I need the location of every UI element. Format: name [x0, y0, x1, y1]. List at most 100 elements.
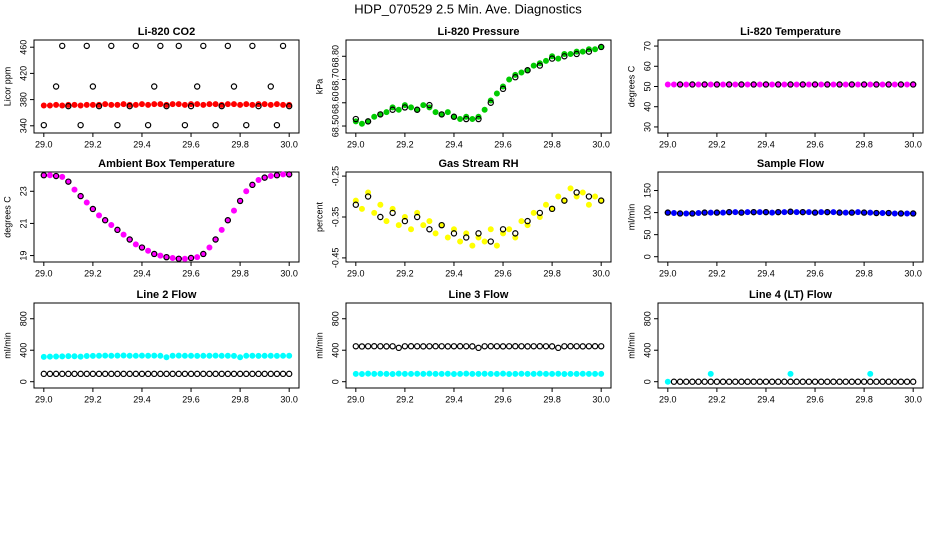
y-axis-label: kPa [314, 79, 324, 95]
point-dot [249, 101, 256, 108]
x-tick-label: 29.8 [231, 139, 249, 149]
point-dot [518, 218, 525, 225]
point-ring [689, 378, 696, 385]
point-dot [879, 210, 886, 217]
point-ring [591, 343, 599, 350]
point-dot [89, 101, 96, 108]
point-ring [689, 210, 696, 217]
point-ring [89, 370, 97, 378]
point-ring [548, 205, 556, 213]
point-ring [40, 370, 48, 378]
x-tick-label: 29.2 [708, 268, 726, 278]
point-ring [101, 217, 109, 224]
point-ring [707, 378, 714, 385]
point-ring [725, 378, 733, 385]
point-dot [169, 254, 176, 261]
y-tick-label: 68.70 [330, 68, 340, 91]
point-dot [401, 370, 408, 377]
point-dot [408, 226, 415, 233]
point-ring [676, 81, 684, 88]
point-dot [212, 352, 219, 359]
x-tick-label: 29.6 [182, 394, 200, 404]
y-tick-label: 150 [642, 183, 652, 198]
point-ring [885, 378, 892, 385]
point-dot [371, 370, 378, 377]
point-dot [555, 370, 562, 377]
point-ring [848, 378, 856, 385]
point-ring [903, 378, 911, 385]
point-ring [175, 255, 182, 262]
point-dot [40, 102, 47, 109]
point-ring [77, 370, 84, 378]
point-ring [860, 81, 868, 88]
point-dot [805, 81, 812, 88]
plot-frame [657, 302, 924, 389]
point-ring [438, 111, 445, 118]
point-dot [555, 193, 562, 200]
point-dot [46, 172, 53, 179]
panel-title: Li-820 Pressure [438, 26, 520, 38]
point-dot [255, 101, 262, 108]
point-dot [181, 255, 188, 262]
point-ring [132, 370, 140, 378]
point-ring [561, 53, 568, 60]
point-ring [267, 83, 274, 90]
point-ring [224, 370, 232, 378]
point-ring [52, 172, 60, 180]
panel-title: Li-820 CO2 [138, 26, 195, 38]
point-ring [885, 81, 892, 88]
point-ring [285, 102, 293, 110]
point-dot [530, 209, 537, 216]
point-dot [237, 354, 244, 361]
point-dot [102, 101, 109, 108]
point-dot [273, 352, 280, 359]
point-dot [395, 222, 402, 229]
point-ring [738, 378, 745, 385]
point-dot [408, 370, 415, 377]
point-dot [157, 252, 164, 259]
y-tick-label: 420 [18, 66, 28, 81]
point-ring [848, 209, 856, 216]
point-dot [206, 352, 213, 359]
point-dot [163, 354, 170, 361]
point-dot [867, 209, 874, 216]
x-tick-label: 29.8 [855, 268, 873, 278]
point-ring [126, 370, 133, 378]
x-tick-label: 29.8 [543, 268, 561, 278]
point-ring [371, 343, 378, 350]
point-dot [71, 353, 78, 360]
y-tick-label: -0.45 [330, 248, 340, 269]
point-ring [83, 370, 90, 378]
point-dot [744, 209, 751, 216]
x-tick-label: 29.4 [757, 394, 775, 404]
point-dot [377, 201, 384, 208]
point-dot [561, 370, 568, 377]
point-ring [597, 43, 605, 51]
point-ring [426, 343, 433, 350]
point-ring [463, 115, 470, 123]
point-ring [438, 221, 445, 229]
point-ring [413, 213, 421, 221]
point-dot [395, 106, 402, 113]
x-tick-label: 29.0 [347, 268, 365, 278]
point-dot [83, 353, 90, 360]
point-dot [549, 370, 556, 377]
point-ring [842, 378, 849, 385]
point-ring [95, 102, 103, 110]
point-dot [59, 102, 66, 109]
point-dot [267, 352, 274, 359]
point-ring [512, 230, 519, 237]
panel-title: Line 3 Flow [449, 289, 509, 301]
point-ring [799, 81, 806, 88]
point-dot [420, 222, 427, 229]
point-dot [481, 238, 488, 245]
point-ring [200, 42, 207, 50]
y-tick-label: 40 [642, 102, 652, 112]
point-ring [836, 378, 843, 385]
point-dot [707, 209, 714, 216]
point-ring [413, 343, 421, 350]
point-dot [732, 81, 739, 88]
point-dot [664, 378, 671, 385]
point-dot [175, 101, 182, 108]
point-dot [365, 370, 372, 377]
